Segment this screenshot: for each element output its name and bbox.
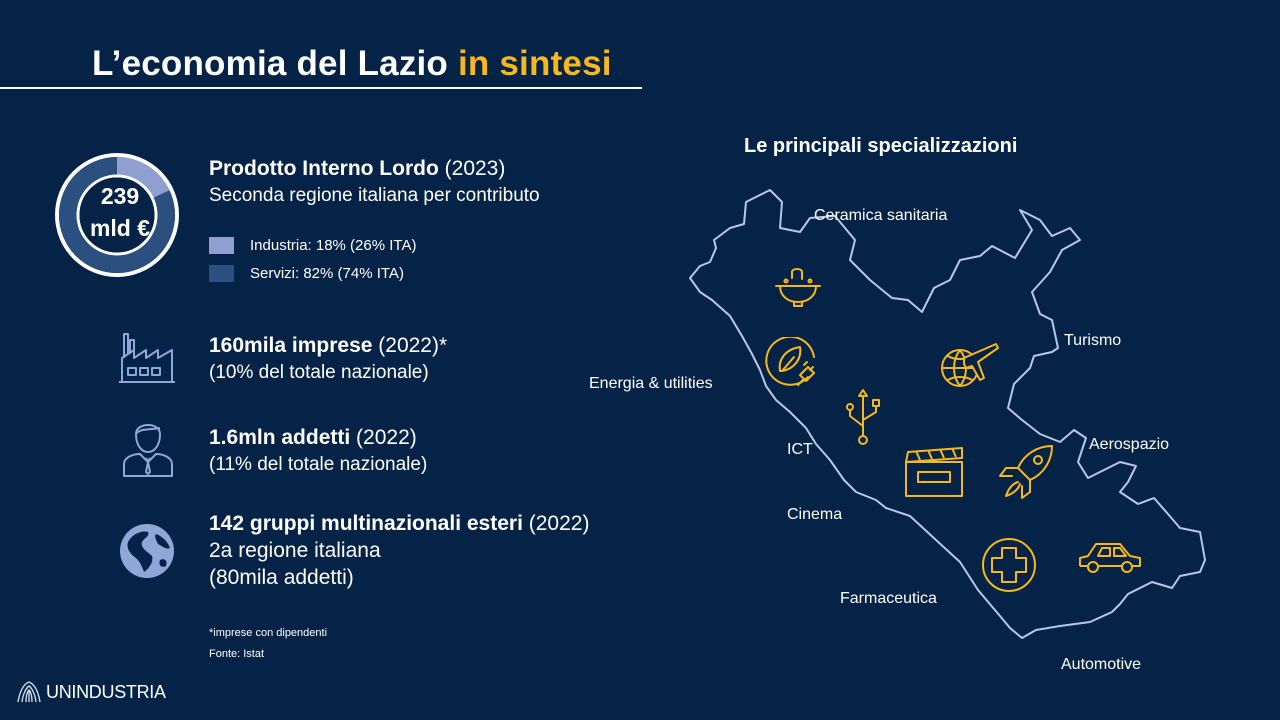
stat-addetti-bold: 1.6mln addetti <box>209 426 351 449</box>
spec-label-ceramica: Ceramica sanitaria <box>814 207 948 224</box>
stat-multinazionali: 142 gruppi multinazionali esteri (2022) … <box>209 510 589 591</box>
gdp-donut-chart <box>55 153 179 277</box>
footnote-source: Fonte: Istat <box>209 648 265 660</box>
page-title: L’economia del Lazio in sintesi <box>92 44 612 84</box>
legend-item-industria: Industria: 18% (26% ITA) <box>209 235 416 255</box>
donut-hole <box>79 177 155 253</box>
plane-globe-icon <box>941 343 999 387</box>
gdp-title-bold: Prodotto Interno Lordo <box>209 157 439 180</box>
stat-addetti-year: (2022) <box>350 426 417 449</box>
usb-icon <box>846 389 880 445</box>
factory-icon <box>119 333 175 383</box>
legend-swatch-servizi <box>209 264 234 282</box>
donut-segment-servizi <box>58 157 175 273</box>
title-main: L’economia del Lazio <box>92 44 449 83</box>
gdp-title: Prodotto Interno Lordo (2023) <box>209 157 505 181</box>
stat-imprese-year: (2022)* <box>372 334 448 357</box>
footnote-imprese: *imprese con dipendenti <box>209 627 328 639</box>
legend-label-industria: Industria: 18% (26% ITA) <box>250 236 417 254</box>
gdp-title-year: (2023) <box>444 157 506 180</box>
lazio-map <box>689 189 1206 639</box>
stat-multinazionali-line-2: (80mila addetti) <box>209 566 354 589</box>
globe-icon <box>120 524 174 578</box>
unindustria-logo: UNINDUSTRIA <box>16 680 166 704</box>
gdp-unit: mld € <box>89 215 151 241</box>
stat-imprese-bold: 160mila imprese <box>209 334 373 357</box>
legend-label-servizi: Servizi: 82% (74% ITA) <box>250 264 404 282</box>
worker-icon <box>123 424 173 477</box>
title-accent: in sintesi <box>457 44 612 83</box>
spec-label-turismo: Turismo <box>1064 332 1122 349</box>
stat-multinazionali-bold: 142 gruppi multinazionali esteri <box>209 512 523 535</box>
rocket-icon <box>999 445 1053 499</box>
legend-item-servizi: Servizi: 82% (74% ITA) <box>209 263 404 283</box>
gdp-value-label: 239 mld € <box>50 180 190 244</box>
stat-multinazionali-line-1: 2a regione italiana <box>209 539 381 562</box>
clapperboard-icon <box>905 447 963 497</box>
spec-label-energia: Energia & utilities <box>589 375 713 392</box>
stat-multinazionali-year: (2022) <box>522 512 590 535</box>
gdp-subtitle: Seconda regione italiana per contributo <box>209 185 540 206</box>
spec-label-farmaceutica: Farmaceutica <box>840 590 937 607</box>
car-icon <box>1079 543 1141 573</box>
unindustria-emblem-icon <box>17 681 41 703</box>
spec-label-aerospazio: Aerospazio <box>1089 436 1170 453</box>
stat-imprese-line: (10% del totale nazionale) <box>209 362 429 383</box>
specializations-title: Le principali specializzazioni <box>744 135 1018 157</box>
donut-segment-industria <box>117 157 170 199</box>
title-underline <box>0 87 642 89</box>
stat-addetti: 1.6mln addetti (2022) (11% del totale na… <box>209 424 427 478</box>
stat-imprese: 160mila imprese (2022)* (10% del totale … <box>209 332 447 386</box>
gdp-value: 239 <box>100 183 140 209</box>
donut-outer-ring <box>55 153 179 277</box>
logo-text: UNINDUSTRIA <box>46 681 166 702</box>
lazio-outline <box>689 189 1206 639</box>
spec-label-ict: ICT <box>787 441 813 458</box>
spec-label-cinema: Cinema <box>787 506 843 523</box>
medical-cross-icon <box>982 538 1036 592</box>
stat-addetti-line: (11% del totale nazionale) <box>209 454 428 475</box>
sink-icon <box>775 268 821 307</box>
spec-label-automotive: Automotive <box>1061 656 1142 673</box>
donut-inner-ring <box>76 174 158 256</box>
leaf-plug-icon <box>765 337 815 386</box>
legend-swatch-industria <box>209 236 234 254</box>
